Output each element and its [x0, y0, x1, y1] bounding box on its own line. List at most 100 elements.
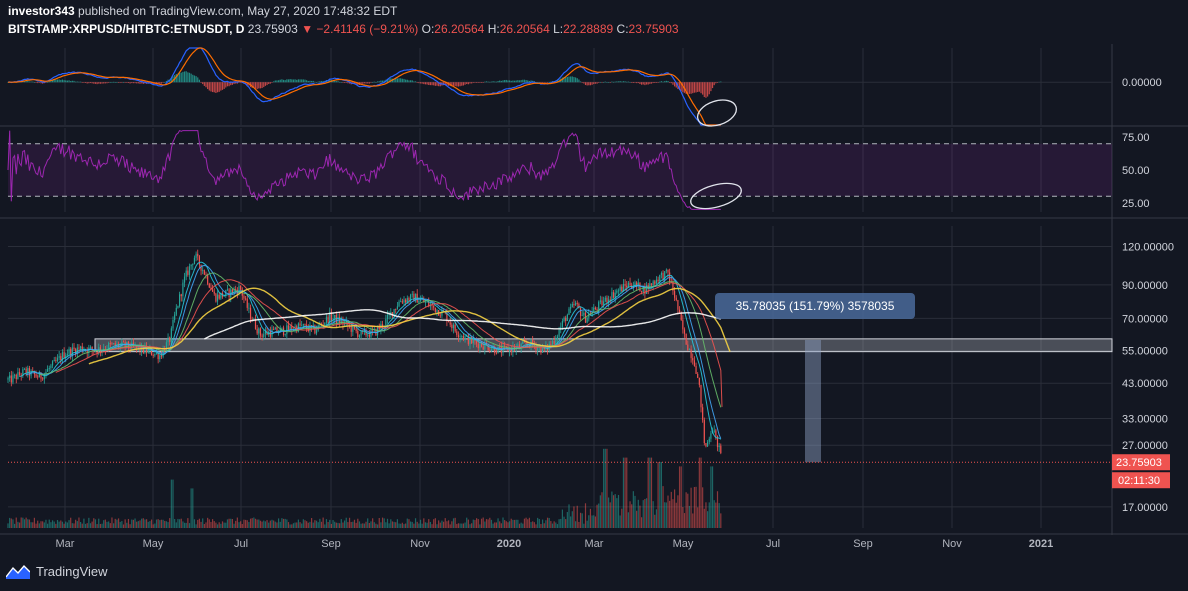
- volume-bar: [254, 518, 257, 528]
- candle-body: [61, 352, 64, 361]
- candle-body: [23, 368, 26, 370]
- volume-bar: [139, 520, 141, 528]
- macd-histogram-bar: [261, 82, 263, 89]
- macd-histogram-bar: [707, 82, 709, 97]
- volume-bar: [63, 523, 65, 528]
- macd-histogram-bar: [101, 82, 103, 84]
- moving-average-line: [88, 287, 731, 365]
- macd-histogram-bar: [634, 82, 636, 83]
- volume-bar: [647, 457, 649, 528]
- volume-bar: [522, 523, 524, 528]
- volume-bar: [711, 466, 714, 528]
- volume-bar: [476, 518, 478, 528]
- candle-body: [51, 361, 54, 366]
- support-zone: [94, 338, 1113, 353]
- candle-body: [419, 299, 422, 302]
- volume-bar: [350, 522, 352, 528]
- volume-bar: [307, 522, 309, 528]
- volume-bar: [688, 505, 691, 528]
- volume-bar: [208, 519, 210, 528]
- macd-histogram-bar: [345, 82, 347, 83]
- candle-body: [660, 272, 662, 276]
- volume-bar: [279, 521, 281, 528]
- price-tick-label: 43.00000: [1122, 378, 1168, 390]
- volume-bar: [53, 521, 55, 528]
- volume-bar: [150, 519, 153, 528]
- macd-histogram-bar: [532, 80, 534, 83]
- macd-histogram-bar: [315, 81, 318, 83]
- candle-body: [207, 275, 209, 284]
- macd-histogram-bar: [471, 82, 473, 84]
- candle-body: [690, 349, 692, 359]
- volume-bar: [347, 522, 349, 528]
- candle-body: [509, 348, 511, 352]
- volume-bar: [396, 519, 398, 528]
- candle-body: [687, 344, 689, 351]
- volume-bar: [579, 512, 582, 528]
- volume-bar: [443, 521, 445, 528]
- macd-histogram-bar: [80, 81, 82, 83]
- candle-body: [649, 283, 651, 289]
- candle-body: [467, 335, 469, 345]
- macd-histogram-bar: [687, 82, 689, 95]
- volume-bar: [494, 522, 496, 528]
- volume-bar: [485, 519, 488, 528]
- volume-bar: [15, 517, 17, 528]
- volume-bar: [248, 522, 250, 528]
- macd-histogram-bar: [419, 82, 422, 84]
- candle-body: [350, 326, 352, 332]
- macd-histogram-bar: [205, 82, 207, 88]
- macd-histogram-bar: [446, 82, 448, 86]
- macd-histogram-bar: [192, 74, 194, 83]
- volume-bar: [370, 521, 372, 528]
- volume-bar: [538, 518, 540, 528]
- macd-histogram-bar: [342, 82, 344, 83]
- volume-bar: [665, 502, 667, 528]
- volume-bar: [159, 520, 161, 528]
- close-value: 23.75903: [628, 22, 679, 36]
- volume-bar: [218, 522, 220, 528]
- candle-body: [157, 353, 159, 360]
- volume-bar: [352, 521, 354, 528]
- candle-body: [550, 343, 552, 345]
- macd-histogram-bar: [451, 82, 453, 87]
- symbol-name[interactable]: BITSTAMP:XRPUSD/HITBTC:ETNUSDT, D: [8, 22, 245, 36]
- candle-body: [360, 330, 362, 336]
- volume-bar: [669, 500, 671, 528]
- tradingview-footer[interactable]: TradingView: [6, 563, 108, 579]
- candle-body: [505, 345, 507, 347]
- candle-body: [654, 281, 656, 284]
- volume-bar: [499, 521, 501, 528]
- candle-body: [109, 343, 111, 344]
- macd-histogram-bar: [395, 78, 397, 83]
- volume-bar: [89, 523, 92, 528]
- candle-body: [410, 294, 412, 301]
- volume-bar: [687, 493, 689, 528]
- macd-histogram-bar: [705, 82, 707, 98]
- volume-bar: [662, 486, 664, 528]
- volume-bar: [489, 517, 491, 528]
- volume-bar: [269, 520, 271, 528]
- candle-body: [73, 347, 75, 350]
- author-name[interactable]: investor343: [8, 4, 75, 18]
- macd-histogram-bar: [271, 82, 273, 83]
- candle-body: [490, 349, 493, 351]
- volume-bar: [84, 523, 87, 528]
- macd-histogram-bar: [591, 82, 593, 85]
- volume-bar: [551, 523, 554, 528]
- volume-bar: [414, 518, 417, 528]
- macd-histogram-bar: [187, 72, 189, 83]
- macd-histogram-bar: [688, 82, 691, 94]
- candle-body: [71, 347, 73, 356]
- chart-canvas[interactable]: 35.78035 (151.79%) 3578035 23.75903 02:11:…: [0, 40, 1188, 556]
- volume-bar: [236, 517, 238, 528]
- volume-bar: [287, 522, 290, 528]
- volume-bar: [165, 521, 167, 528]
- candle-body: [182, 282, 184, 297]
- macd-histogram-bar: [132, 82, 134, 84]
- volume-bar: [271, 519, 273, 528]
- macd-histogram-bar: [183, 71, 186, 83]
- macd-histogram-bar: [159, 82, 161, 84]
- volume-bar: [682, 506, 684, 528]
- volume-bar: [306, 521, 308, 528]
